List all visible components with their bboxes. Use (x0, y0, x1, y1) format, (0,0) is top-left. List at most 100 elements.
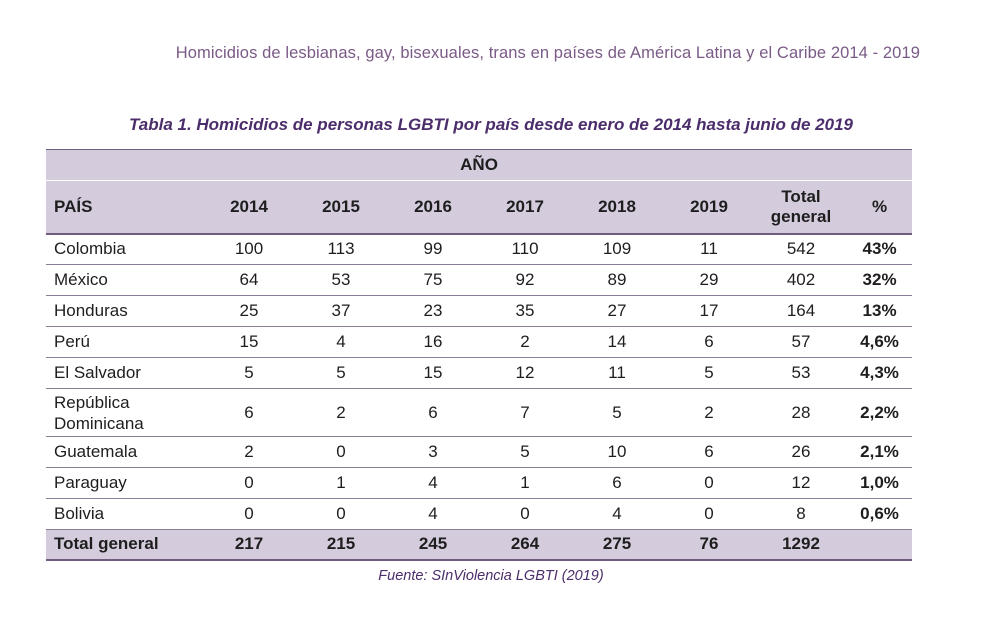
cell-percent: 13% (847, 295, 913, 327)
cell-total: 53 (755, 357, 847, 389)
cell-2017: 7 (479, 388, 571, 437)
cell-2014: 0 (203, 498, 295, 530)
column-header-row: PAÍS 2014 2015 2016 2017 2018 2019 Total general… (46, 180, 913, 235)
cell-percent: 1,0% (847, 467, 913, 499)
year-group-row: AÑO (46, 149, 913, 181)
cell-2019: 29 (663, 264, 755, 296)
table-row: Bolivia 0 0 4 0 4 0 8 0,6% (46, 498, 913, 530)
cell-2016: 3 (387, 436, 479, 468)
cell-2014: 6 (203, 388, 295, 437)
cell-total: 542 (755, 233, 847, 265)
table-row: El Salvador 5 5 15 12 11 5 53 4,3% (46, 357, 913, 389)
cell-country: Honduras (46, 295, 203, 327)
cell-percent: 4,3% (847, 357, 913, 389)
cell-2014: 25 (203, 295, 295, 327)
total-cell-percent (847, 529, 913, 561)
cell-total: 164 (755, 295, 847, 327)
column-header-2017: 2017 (479, 180, 571, 235)
cell-total: 26 (755, 436, 847, 468)
table-row: Perú 15 4 16 2 14 6 57 4,6% (46, 326, 913, 358)
cell-percent: 4,6% (847, 326, 913, 358)
cell-2018: 4 (571, 498, 663, 530)
cell-2014: 0 (203, 467, 295, 499)
column-header-2018: 2018 (571, 180, 663, 235)
table-row: México 64 53 75 92 89 29 402 32% (46, 264, 913, 296)
cell-percent: 0,6% (847, 498, 913, 530)
cell-2018: 11 (571, 357, 663, 389)
cell-2017: 1 (479, 467, 571, 499)
total-cell-2015: 215 (295, 529, 387, 561)
cell-2014: 5 (203, 357, 295, 389)
cell-percent: 2,2% (847, 388, 913, 437)
cell-2016: 6 (387, 388, 479, 437)
cell-2017: 2 (479, 326, 571, 358)
cell-2015: 2 (295, 388, 387, 437)
table-row: Paraguay 0 1 4 1 6 0 12 1,0% (46, 467, 913, 499)
total-cell-2016: 245 (387, 529, 479, 561)
cell-2017: 0 (479, 498, 571, 530)
cell-2016: 4 (387, 467, 479, 499)
cell-2017: 92 (479, 264, 571, 296)
table-row: República Dominicana 6 2 6 7 5 2 28 2,2% (46, 388, 913, 437)
cell-country: República Dominicana (46, 388, 203, 437)
cell-2014: 2 (203, 436, 295, 468)
column-header-percent: % (847, 180, 913, 235)
total-cell-2017: 264 (479, 529, 571, 561)
cell-country: Perú (46, 326, 203, 358)
cell-2019: 11 (663, 233, 755, 265)
cell-total: 57 (755, 326, 847, 358)
cell-2015: 4 (295, 326, 387, 358)
column-header-2015: 2015 (295, 180, 387, 235)
cell-2019: 0 (663, 467, 755, 499)
column-header-2016: 2016 (387, 180, 479, 235)
cell-country: El Salvador (46, 357, 203, 389)
cell-2015: 53 (295, 264, 387, 296)
cell-percent: 32% (847, 264, 913, 296)
cell-country: Colombia (46, 233, 203, 265)
cell-2019: 0 (663, 498, 755, 530)
cell-2016: 23 (387, 295, 479, 327)
table-row: Honduras 25 37 23 35 27 17 164 13% (46, 295, 913, 327)
total-cell-total: 1292 (755, 529, 847, 561)
cell-country: México (46, 264, 203, 296)
cell-2015: 113 (295, 233, 387, 265)
cell-country: Guatemala (46, 436, 203, 468)
cell-2017: 110 (479, 233, 571, 265)
cell-2015: 0 (295, 436, 387, 468)
total-cell-country: Total general (46, 529, 203, 561)
cell-2017: 12 (479, 357, 571, 389)
cell-2019: 6 (663, 326, 755, 358)
cell-2014: 64 (203, 264, 295, 296)
cell-2018: 27 (571, 295, 663, 327)
cell-country: Paraguay (46, 467, 203, 499)
column-header-total: Total general (755, 180, 847, 235)
cell-2018: 14 (571, 326, 663, 358)
table-caption: Tabla 1. Homicidios de personas LGBTI po… (129, 115, 853, 134)
cell-2018: 6 (571, 467, 663, 499)
cell-2015: 5 (295, 357, 387, 389)
column-header-country: PAÍS (46, 180, 203, 235)
cell-2018: 10 (571, 436, 663, 468)
cell-total: 28 (755, 388, 847, 437)
cell-2016: 75 (387, 264, 479, 296)
cell-2016: 99 (387, 233, 479, 265)
total-row: Total general 217 215 245 264 275 76 1292 (46, 529, 913, 561)
cell-2019: 2 (663, 388, 755, 437)
homicide-table: AÑO PAÍS 2014 2015 2016 2017 2018 2019 Total gen… (46, 149, 913, 561)
total-cell-2014: 217 (203, 529, 295, 561)
cell-2014: 15 (203, 326, 295, 358)
cell-2016: 4 (387, 498, 479, 530)
table-row: Guatemala 2 0 3 5 10 6 26 2,1% (46, 436, 913, 468)
year-group-header: AÑO (46, 149, 913, 181)
cell-total: 8 (755, 498, 847, 530)
cell-2017: 35 (479, 295, 571, 327)
cell-2019: 6 (663, 436, 755, 468)
total-cell-2018: 275 (571, 529, 663, 561)
total-cell-2019: 76 (663, 529, 755, 561)
column-header-2019: 2019 (663, 180, 755, 235)
cell-total: 12 (755, 467, 847, 499)
column-header-2014: 2014 (203, 180, 295, 235)
cell-country: Bolivia (46, 498, 203, 530)
cell-2017: 5 (479, 436, 571, 468)
running-header: Homicidios de lesbianas, gay, bisexuales… (175, 44, 920, 62)
